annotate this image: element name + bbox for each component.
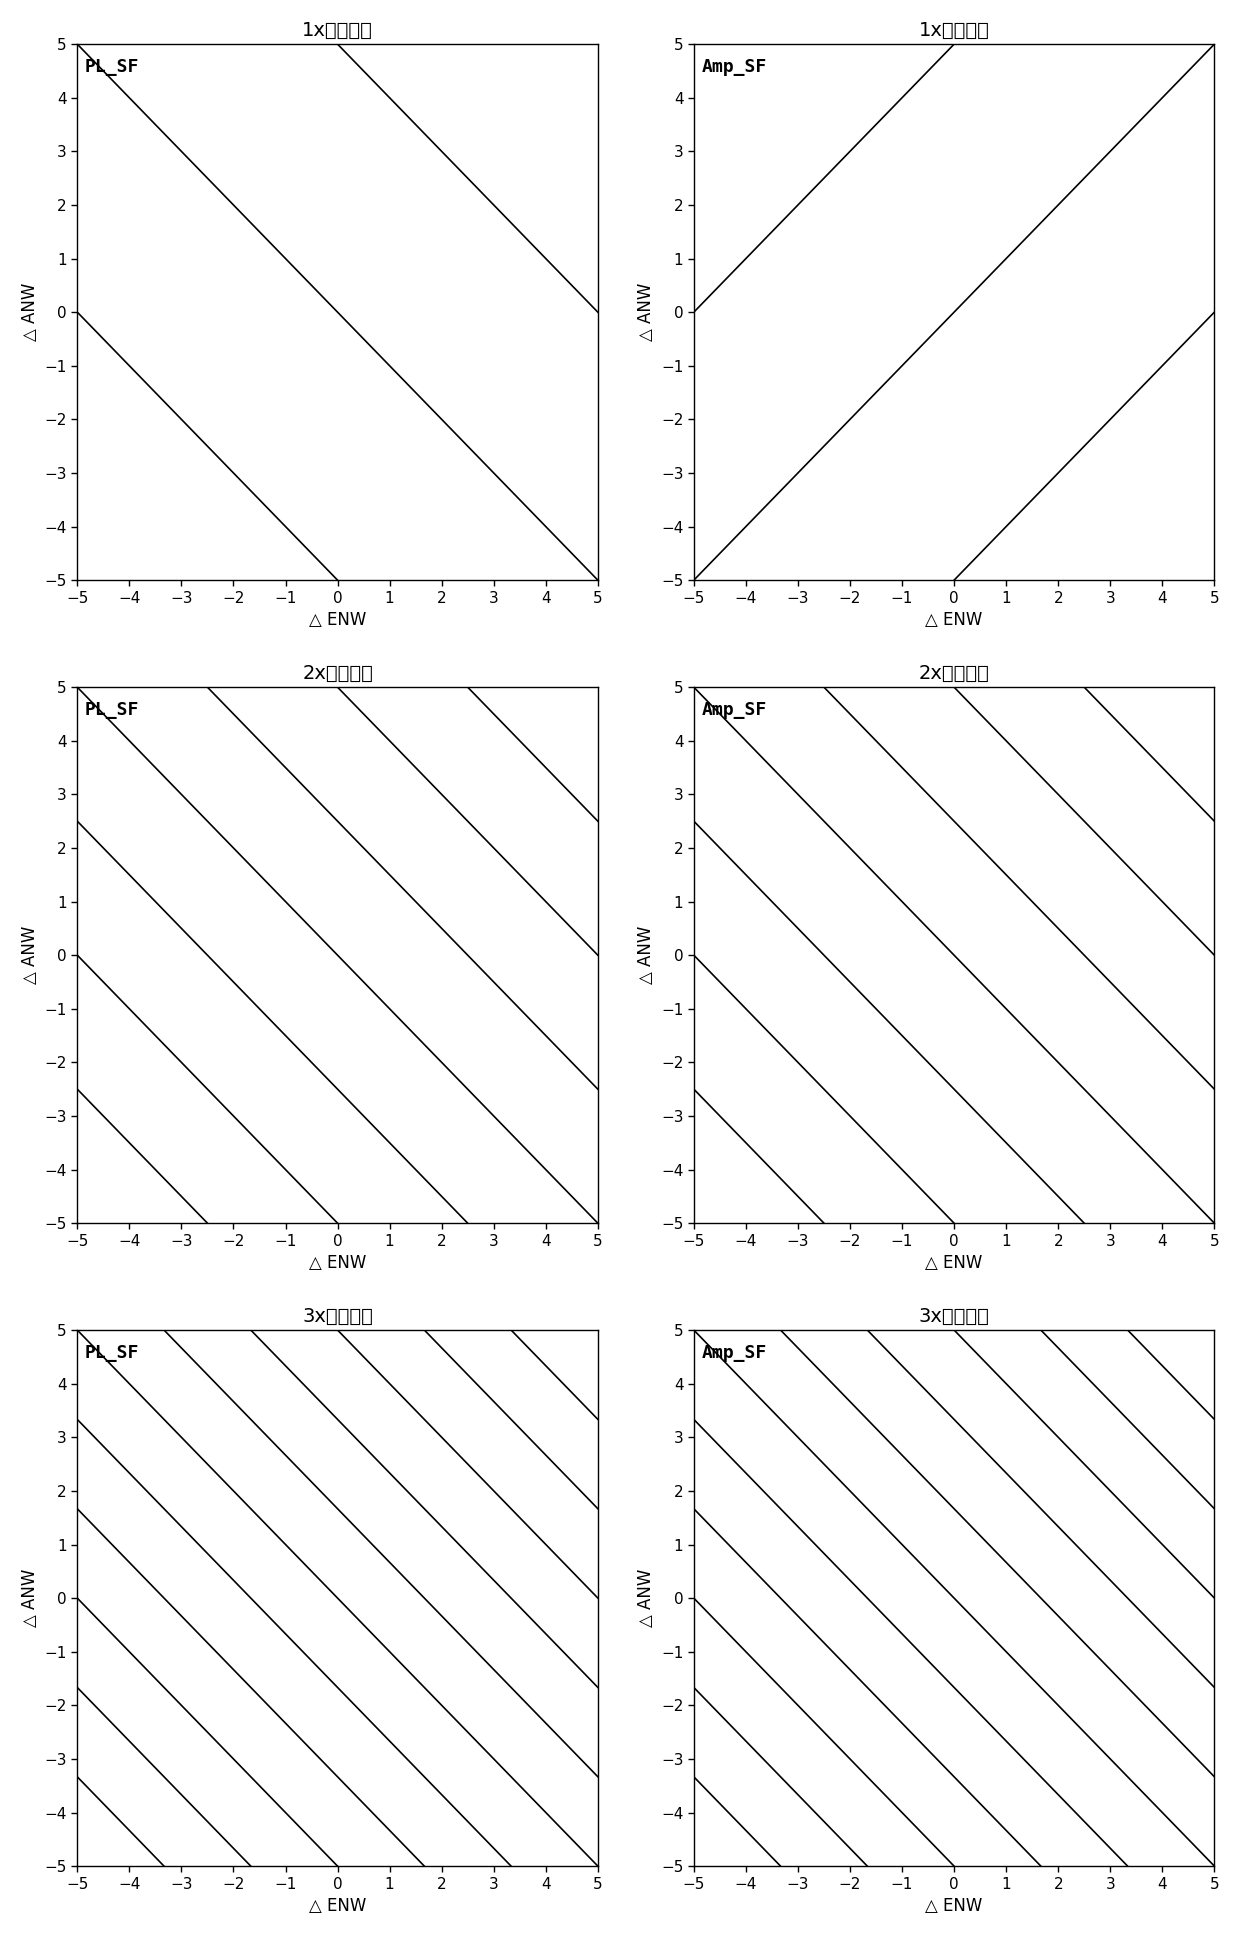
X-axis label: △ ENW: △ ENW	[925, 1255, 983, 1272]
Text: Amp_SF: Amp_SF	[702, 1344, 766, 1361]
X-axis label: △ ENW: △ ENW	[925, 612, 983, 629]
X-axis label: △ ENW: △ ENW	[925, 1897, 983, 1915]
Y-axis label: △ ANW: △ ANW	[21, 283, 38, 341]
X-axis label: △ ENW: △ ENW	[309, 1897, 366, 1915]
Title: 3x进气频率: 3x进气频率	[303, 1307, 373, 1326]
Title: 2x进气频率: 2x进气频率	[303, 664, 373, 683]
Text: PL_SF: PL_SF	[86, 58, 139, 76]
Y-axis label: △ ANW: △ ANW	[637, 925, 656, 983]
Text: PL_SF: PL_SF	[86, 1344, 139, 1361]
Title: 1x进气频率: 1x进气频率	[303, 21, 373, 41]
Title: 2x进气频率: 2x进气频率	[919, 664, 990, 683]
Text: Amp_SF: Amp_SF	[702, 701, 766, 718]
X-axis label: △ ENW: △ ENW	[309, 1255, 366, 1272]
Title: 3x进气频率: 3x进气频率	[919, 1307, 990, 1326]
Text: Amp_SF: Amp_SF	[702, 58, 766, 76]
Y-axis label: △ ANW: △ ANW	[21, 1568, 38, 1628]
X-axis label: △ ENW: △ ENW	[309, 612, 366, 629]
Y-axis label: △ ANW: △ ANW	[637, 1568, 656, 1628]
Text: PL_SF: PL_SF	[86, 701, 139, 718]
Title: 1x进气频率: 1x进气频率	[919, 21, 990, 41]
Y-axis label: △ ANW: △ ANW	[637, 283, 656, 341]
Y-axis label: △ ANW: △ ANW	[21, 925, 38, 983]
